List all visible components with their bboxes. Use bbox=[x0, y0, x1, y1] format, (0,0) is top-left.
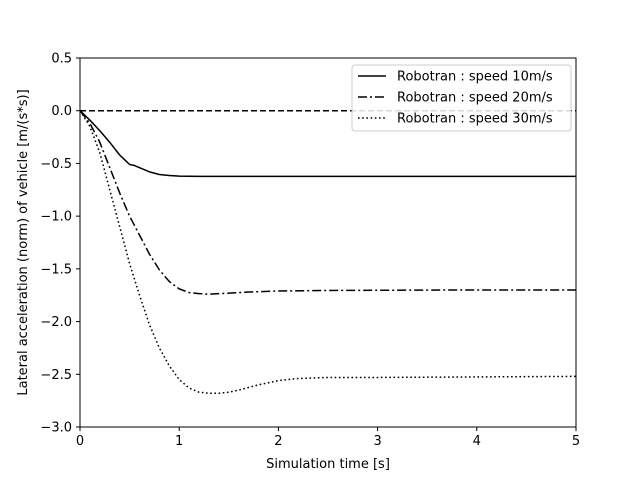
y-tick-label: −0.5 bbox=[40, 157, 72, 172]
x-tick-label: 1 bbox=[175, 434, 183, 449]
legend: Robotran : speed 10m/s Robotran : speed 2… bbox=[351, 64, 572, 132]
series-line-2 bbox=[80, 110, 576, 295]
x-tick-label: 0 bbox=[76, 434, 84, 449]
x-tick-label: 4 bbox=[473, 434, 481, 449]
y-tick-label: −3.0 bbox=[40, 421, 72, 436]
y-tick-label: −2.5 bbox=[40, 368, 72, 383]
legend-label-3: Robotran : speed 30m/s bbox=[397, 112, 553, 127]
x-tick-label: 2 bbox=[274, 434, 282, 449]
legend-label-2: Robotran : speed 20m/s bbox=[397, 91, 553, 106]
x-axis-label: Simulation time [s] bbox=[266, 457, 390, 472]
y-axis-label: Lateral acceleration (norm) of vehicle [… bbox=[16, 89, 31, 395]
y-tick-label: 0.5 bbox=[51, 52, 72, 67]
y-tick-label: −2.0 bbox=[40, 315, 72, 330]
series-line-1 bbox=[80, 110, 576, 178]
x-tick-label: 3 bbox=[373, 434, 381, 449]
legend-box bbox=[351, 64, 572, 132]
ticks: 0 1 2 3 4 5 0.5 0.0 −0.5 −1.0 −1.5 −2.0 −2.5 −3.0 bbox=[40, 52, 580, 450]
y-tick-label: −1.5 bbox=[40, 262, 72, 277]
x-tick-label: 5 bbox=[572, 434, 580, 449]
y-tick-label: 0.0 bbox=[51, 104, 72, 119]
legend-label-1: Robotran : speed 10m/s bbox=[397, 70, 553, 85]
y-tick-label: −1.0 bbox=[40, 210, 72, 225]
series-line-3 bbox=[80, 110, 576, 395]
axes-frame bbox=[79, 57, 577, 428]
